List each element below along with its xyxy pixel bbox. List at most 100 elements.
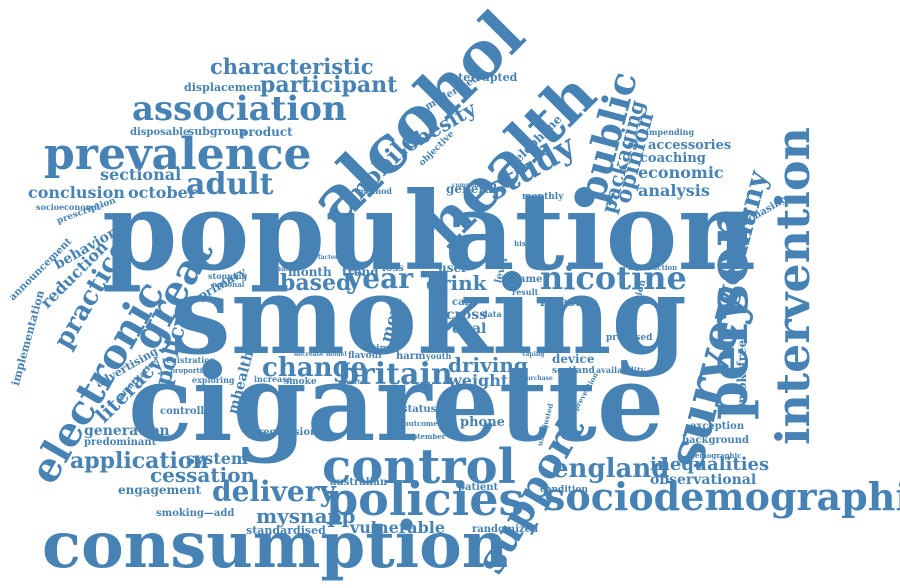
word-australian: australian (330, 477, 388, 488)
word-association: association (132, 89, 347, 129)
word-component: component (452, 182, 490, 189)
word-scotland: scotland (552, 366, 595, 376)
word-subgroup: subgroup (188, 125, 247, 138)
word-weight: weight (448, 371, 509, 390)
word-quarter: quarter (342, 379, 368, 386)
word-predominant: predominant (84, 437, 157, 448)
word-product: product (240, 125, 293, 139)
word-impact: impact (266, 264, 293, 273)
word-dual: dual (452, 321, 487, 337)
word-participant: participant (260, 72, 398, 98)
word-phone: phone (460, 415, 505, 430)
word-prevalence: prevalence (44, 129, 312, 180)
word-stopping: stopping (208, 271, 248, 281)
word-impending: impending (646, 127, 695, 137)
word-disposable: disposable (130, 127, 190, 138)
word-delivery: delivery (212, 475, 336, 508)
word-based: based (280, 270, 352, 296)
word-change: change (262, 353, 368, 383)
word-year: year (346, 262, 413, 295)
word-harm: harm (396, 351, 426, 362)
word-demographic: demographic (690, 451, 742, 460)
word-exception: exception (690, 421, 745, 432)
word-accessories: accessories (648, 138, 732, 153)
word-vulnerable: vulnerable (350, 518, 446, 537)
word-controlled: controlled (160, 406, 218, 417)
word-england: england (552, 454, 670, 484)
word-status: status (402, 404, 437, 415)
word-system: system (186, 449, 248, 468)
word-outcome: outcome (404, 419, 438, 428)
word-randomized: randomized (472, 524, 539, 535)
word-adult: adult (186, 167, 274, 202)
word-game: game (512, 274, 543, 285)
word-patient: patient (458, 482, 499, 493)
word-decrease: decrease (294, 351, 324, 358)
word-displacement: displacement (184, 81, 267, 94)
word-cessation: cessation (150, 463, 256, 487)
word-user: user (438, 261, 468, 275)
word-background: background (682, 435, 749, 446)
word-economic: economic (638, 163, 724, 182)
word-coaching: coaching (640, 151, 706, 166)
word-condition: condition (540, 485, 588, 495)
word-vaping: vaping (522, 351, 545, 358)
word-national: national (212, 280, 245, 289)
word-model: model (326, 351, 347, 358)
word-analysis: analysis (638, 181, 710, 200)
word-inequalities: inequalities (650, 454, 770, 475)
word-engagement: engagement (118, 483, 202, 497)
word-care: care (452, 297, 477, 308)
word-registration: registration (162, 355, 216, 365)
word-purchase: purchase (522, 375, 553, 382)
word-application: application (70, 448, 209, 474)
word-measure: measure (540, 295, 598, 309)
word-october: october (128, 183, 197, 202)
word-sociodemographic: sociodemographic (544, 474, 900, 519)
word-general: general (446, 182, 498, 196)
word-introduction: introduction (628, 263, 678, 272)
word-factory: factory (318, 254, 342, 261)
word-generation: generation (84, 423, 170, 439)
word-consumption: consumption (42, 508, 509, 583)
word-smoke: smoke (284, 377, 317, 387)
word-exploring: exploring (192, 375, 235, 385)
word-increase: increase (254, 374, 292, 384)
word-proportion: proportion (170, 366, 213, 375)
word-population: population (102, 169, 757, 295)
word-regression: regression (258, 427, 318, 438)
word-drink: drink (426, 271, 487, 295)
word-availability: availability (596, 365, 646, 375)
word-smoking: smoking (170, 253, 688, 379)
word-cigarette: cigarette (128, 340, 665, 465)
word-conclusion: conclusion (28, 183, 125, 202)
word-cross: cross (446, 307, 488, 323)
word-flavour: flavour (348, 351, 383, 361)
word-interrupted: interrupted (446, 71, 518, 84)
word-observational: observational (650, 472, 757, 488)
word-loss: loss (382, 263, 404, 274)
word-proposed: proposed (606, 333, 653, 343)
word-implementation: implementation (9, 288, 47, 388)
word-method: method (358, 186, 392, 196)
word-time: time (372, 344, 395, 354)
word-intervention: intervention (766, 127, 820, 445)
word-month: month (288, 265, 332, 279)
word-sectional: sectional (100, 165, 182, 184)
word-britain: britain (338, 357, 453, 392)
word-socioeconomic: socioeconomic (36, 202, 102, 212)
word-mysnapp: mysnapp (256, 504, 356, 528)
word-youth: youth (426, 351, 452, 361)
word-policies: policies (326, 472, 525, 526)
word-standardised: standardised (246, 524, 326, 537)
word-nicotine: nicotine (540, 259, 687, 297)
word-driving: driving (448, 353, 528, 377)
word-characteristic: characteristic (210, 54, 374, 79)
word-result: result (512, 287, 539, 297)
word-history: history (514, 239, 542, 248)
word-trend: trend (342, 265, 379, 279)
word-data: data (482, 309, 502, 319)
word-smokefree: smokefree (735, 339, 749, 410)
word-september: september (404, 432, 446, 441)
